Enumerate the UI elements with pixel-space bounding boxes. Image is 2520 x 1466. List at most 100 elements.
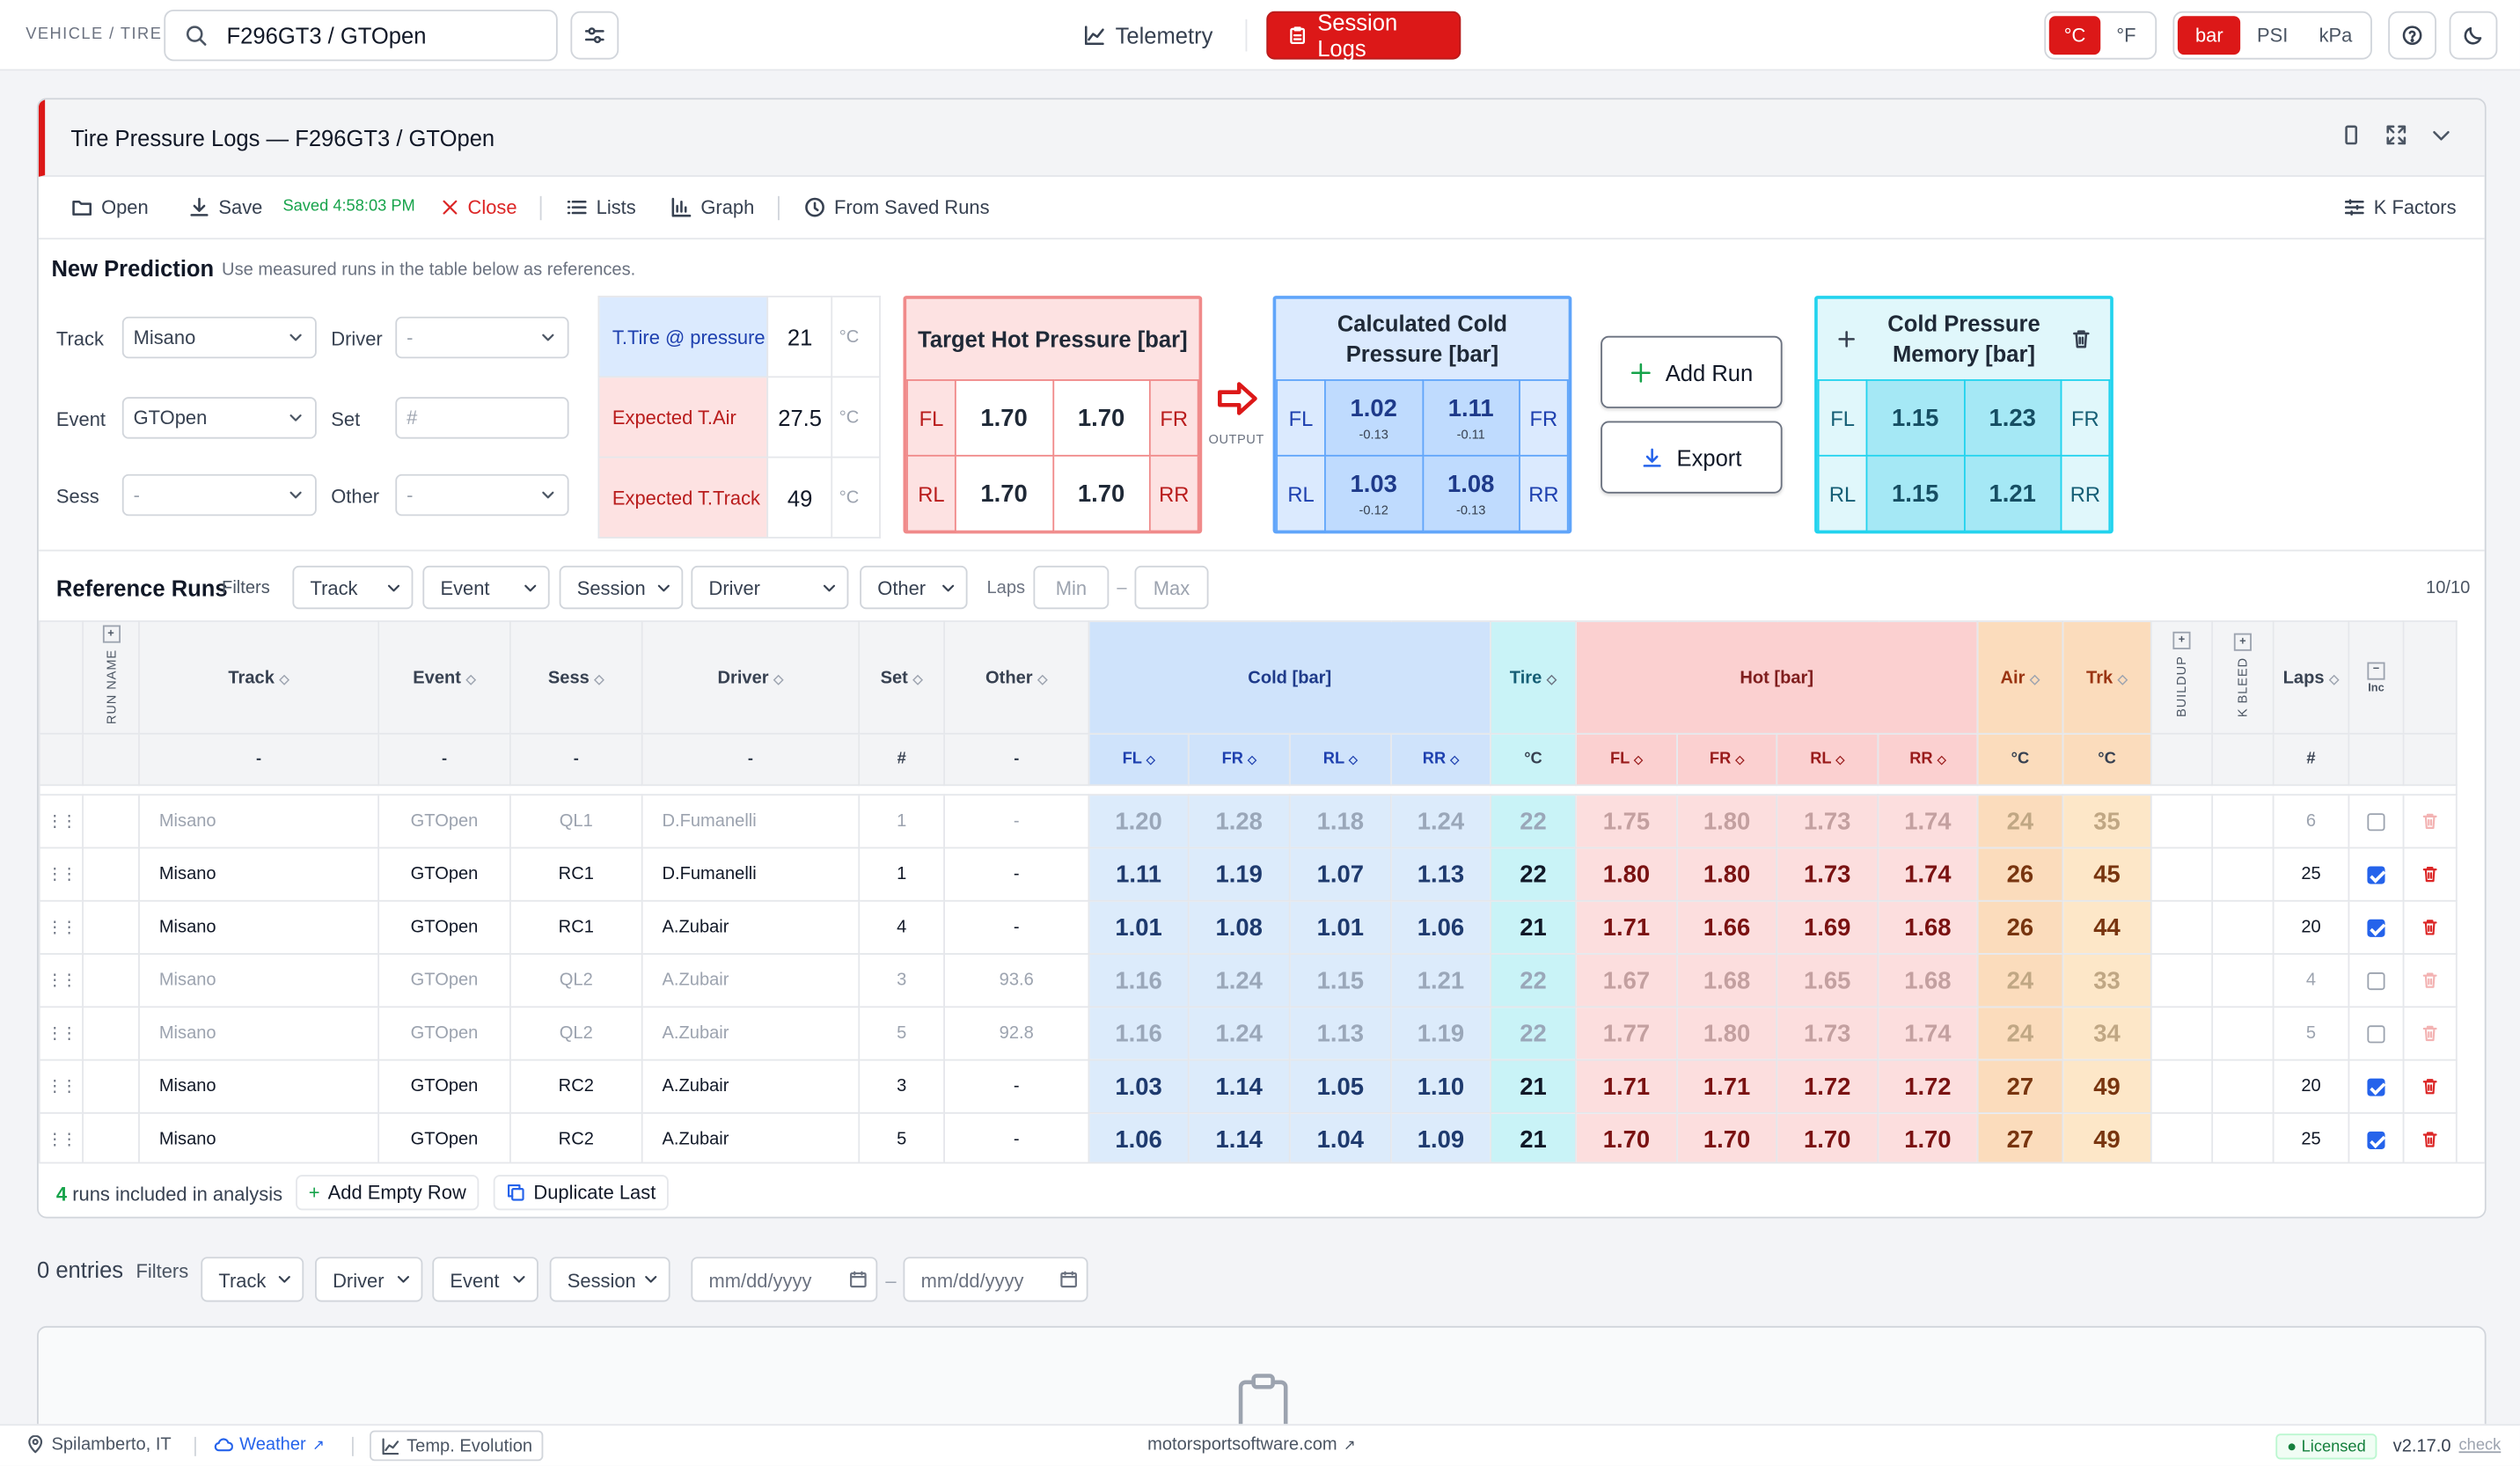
track-cell[interactable]: Misano <box>138 1111 380 1168</box>
chevron-down-icon[interactable] <box>2430 124 2453 147</box>
site-link[interactable]: motorsportsoftware.com ↗ <box>1147 1435 1356 1455</box>
date-from-input[interactable]: mm/dd/yyyy <box>691 1257 878 1302</box>
cold-fl-cell[interactable]: 1.06 <box>1088 1111 1190 1168</box>
cold-rr-cell[interactable]: 1.13 <box>1389 847 1491 902</box>
trk-header[interactable]: Trk ◇ <box>2062 620 2152 735</box>
hot-rl-cell[interactable]: 1.73 <box>1776 1006 1879 1061</box>
cold-rr-cell[interactable]: 1.24 <box>1389 794 1491 849</box>
driver-header[interactable]: Driver ◇ <box>641 620 861 735</box>
delete-row-button[interactable] <box>2402 1006 2458 1061</box>
sess-cell[interactable]: RC2 <box>509 1111 643 1168</box>
event-cell[interactable]: GTOpen <box>377 847 511 902</box>
check-update-link[interactable]: check <box>2458 1436 2502 1455</box>
save-button[interactable]: Save <box>188 196 262 218</box>
event-cell[interactable]: GTOpen <box>377 794 511 849</box>
sess-cell[interactable]: QL2 <box>509 953 643 1008</box>
trk-cell[interactable]: 49 <box>2062 1059 2152 1114</box>
add-run-button[interactable]: Add Run <box>1601 335 1783 408</box>
hot-fr-cell[interactable]: 1.71 <box>1676 1059 1778 1114</box>
set-cell[interactable]: 1 <box>858 847 945 902</box>
air-cell[interactable]: 24 <box>1976 953 2064 1008</box>
laps-cell[interactable]: 20 <box>2272 899 2350 955</box>
entries-filter-track[interactable]: Track <box>201 1257 304 1302</box>
cold-fr-cell[interactable]: 1.24 <box>1187 1006 1291 1061</box>
hot-rr-cell[interactable]: 1.68 <box>1877 899 1979 955</box>
driver-cell[interactable]: A.Zubair <box>641 899 861 955</box>
cold-fr-cell[interactable]: 1.08 <box>1187 899 1291 955</box>
cold-fl-cell[interactable]: 1.03 <box>1088 1059 1190 1114</box>
lists-button[interactable]: Lists <box>566 196 636 218</box>
sess-header[interactable]: Sess ◇ <box>509 620 643 735</box>
cold-rl-cell[interactable]: 1.01 <box>1288 899 1392 955</box>
laps-max-input[interactable]: Max <box>1134 565 1209 610</box>
filter-driver[interactable]: Driver <box>691 565 849 610</box>
sess-cell[interactable]: RC1 <box>509 899 643 955</box>
hot-fr-cell[interactable]: 1.70 <box>1676 1111 1778 1168</box>
hot-rl-cell[interactable]: 1.73 <box>1776 794 1879 849</box>
track-filter[interactable]: - <box>138 732 380 787</box>
event-cell[interactable]: GTOpen <box>377 1111 511 1168</box>
cold-rr-cell[interactable]: 1.06 <box>1389 899 1491 955</box>
set-cell[interactable]: 4 <box>858 899 945 955</box>
hot-rr-cell[interactable]: 1.68 <box>1877 953 1979 1008</box>
sess-cell[interactable]: RC1 <box>509 847 643 902</box>
hot-fl-cell[interactable]: 1.67 <box>1574 953 1678 1008</box>
tire-cell[interactable]: 22 <box>1490 847 1577 902</box>
include-checkbox[interactable] <box>2348 1111 2405 1168</box>
track-cell[interactable]: Misano <box>138 1006 380 1061</box>
sess-cell[interactable]: RC2 <box>509 1059 643 1114</box>
cold-rl-header[interactable]: RL ◇ <box>1288 732 1392 787</box>
drag-handle[interactable]: ⋮⋮ <box>38 1111 84 1168</box>
theme-toggle-button[interactable] <box>2449 11 2498 60</box>
laps-cell[interactable]: 25 <box>2272 847 2350 902</box>
cold-rr-cell[interactable]: 1.21 <box>1389 953 1491 1008</box>
date-to-input[interactable]: mm/dd/yyyy <box>903 1257 1088 1302</box>
trk-cell[interactable]: 35 <box>2062 794 2152 849</box>
filter-other[interactable]: Other <box>860 565 968 610</box>
track-temp-input[interactable]: 49 <box>766 456 833 539</box>
sess-cell[interactable]: QL2 <box>509 1006 643 1061</box>
cold-rl-cell[interactable]: 1.07 <box>1288 847 1392 902</box>
other-cell[interactable]: - <box>943 847 1090 902</box>
driver-cell[interactable]: A.Zubair <box>641 1006 861 1061</box>
filter-event[interactable]: Event <box>422 565 550 610</box>
driver-cell[interactable]: D.Fumanelli <box>641 847 861 902</box>
track-cell[interactable]: Misano <box>138 899 380 955</box>
toggle-all-inc-button[interactable]: − <box>2367 661 2385 679</box>
hot-fr-cell[interactable]: 1.66 <box>1676 899 1778 955</box>
tire-cell[interactable]: 21 <box>1490 899 1577 955</box>
table-row[interactable]: ⋮⋮ Misano GTOpen RC2 A.Zubair 5-1.06 1.14 1.04 1… <box>38 1111 2458 1168</box>
entries-filter-event[interactable]: Event <box>432 1257 538 1302</box>
sess-filter[interactable]: - <box>509 732 643 787</box>
temp-evolution-button[interactable]: Temp. Evolution <box>370 1430 544 1462</box>
run-name-cell[interactable] <box>82 953 140 1008</box>
laps-cell[interactable]: 5 <box>2272 1006 2350 1061</box>
entries-filter-driver[interactable]: Driver <box>314 1257 423 1302</box>
cold-fr-header[interactable]: FR ◇ <box>1187 732 1291 787</box>
event-cell[interactable]: GTOpen <box>377 1059 511 1114</box>
cold-fr-cell[interactable]: 1.19 <box>1187 847 1291 902</box>
search-input[interactable] <box>226 18 548 52</box>
other-cell[interactable]: 93.6 <box>943 953 1090 1008</box>
include-checkbox[interactable] <box>2348 899 2405 955</box>
table-row[interactable]: ⋮⋮ Misano GTOpen QL2 A.Zubair 3 93.6 1.16 1.24 1.… <box>38 953 2458 1008</box>
graph-button[interactable]: Graph <box>670 196 754 218</box>
track-header[interactable]: Track ◇ <box>138 620 380 735</box>
nav-session-logs[interactable]: Session Logs <box>1266 10 1461 61</box>
help-button[interactable] <box>2388 11 2436 60</box>
air-cell[interactable]: 26 <box>1976 847 2064 902</box>
cold-fl-cell[interactable]: 1.16 <box>1088 953 1190 1008</box>
other-header[interactable]: Other ◇ <box>943 620 1090 735</box>
air-cell[interactable]: 27 <box>1976 1059 2064 1114</box>
duplicate-last-button[interactable]: Duplicate Last <box>493 1175 669 1211</box>
other-select[interactable]: - <box>395 473 569 517</box>
hot-rr-cell[interactable]: 1.74 <box>1877 794 1979 849</box>
cold-fl-cell[interactable]: 1.11 <box>1088 847 1190 902</box>
drag-handle[interactable]: ⋮⋮ <box>38 899 84 955</box>
plus-icon[interactable] <box>1835 328 1858 351</box>
unit-kpa[interactable]: kPa <box>2319 24 2353 47</box>
include-checkbox[interactable] <box>2348 794 2405 849</box>
weather-link[interactable]: Weather ↗ <box>214 1435 325 1455</box>
target-rr-input[interactable]: 1.70 <box>1051 454 1151 532</box>
trk-cell[interactable]: 33 <box>2062 953 2152 1008</box>
